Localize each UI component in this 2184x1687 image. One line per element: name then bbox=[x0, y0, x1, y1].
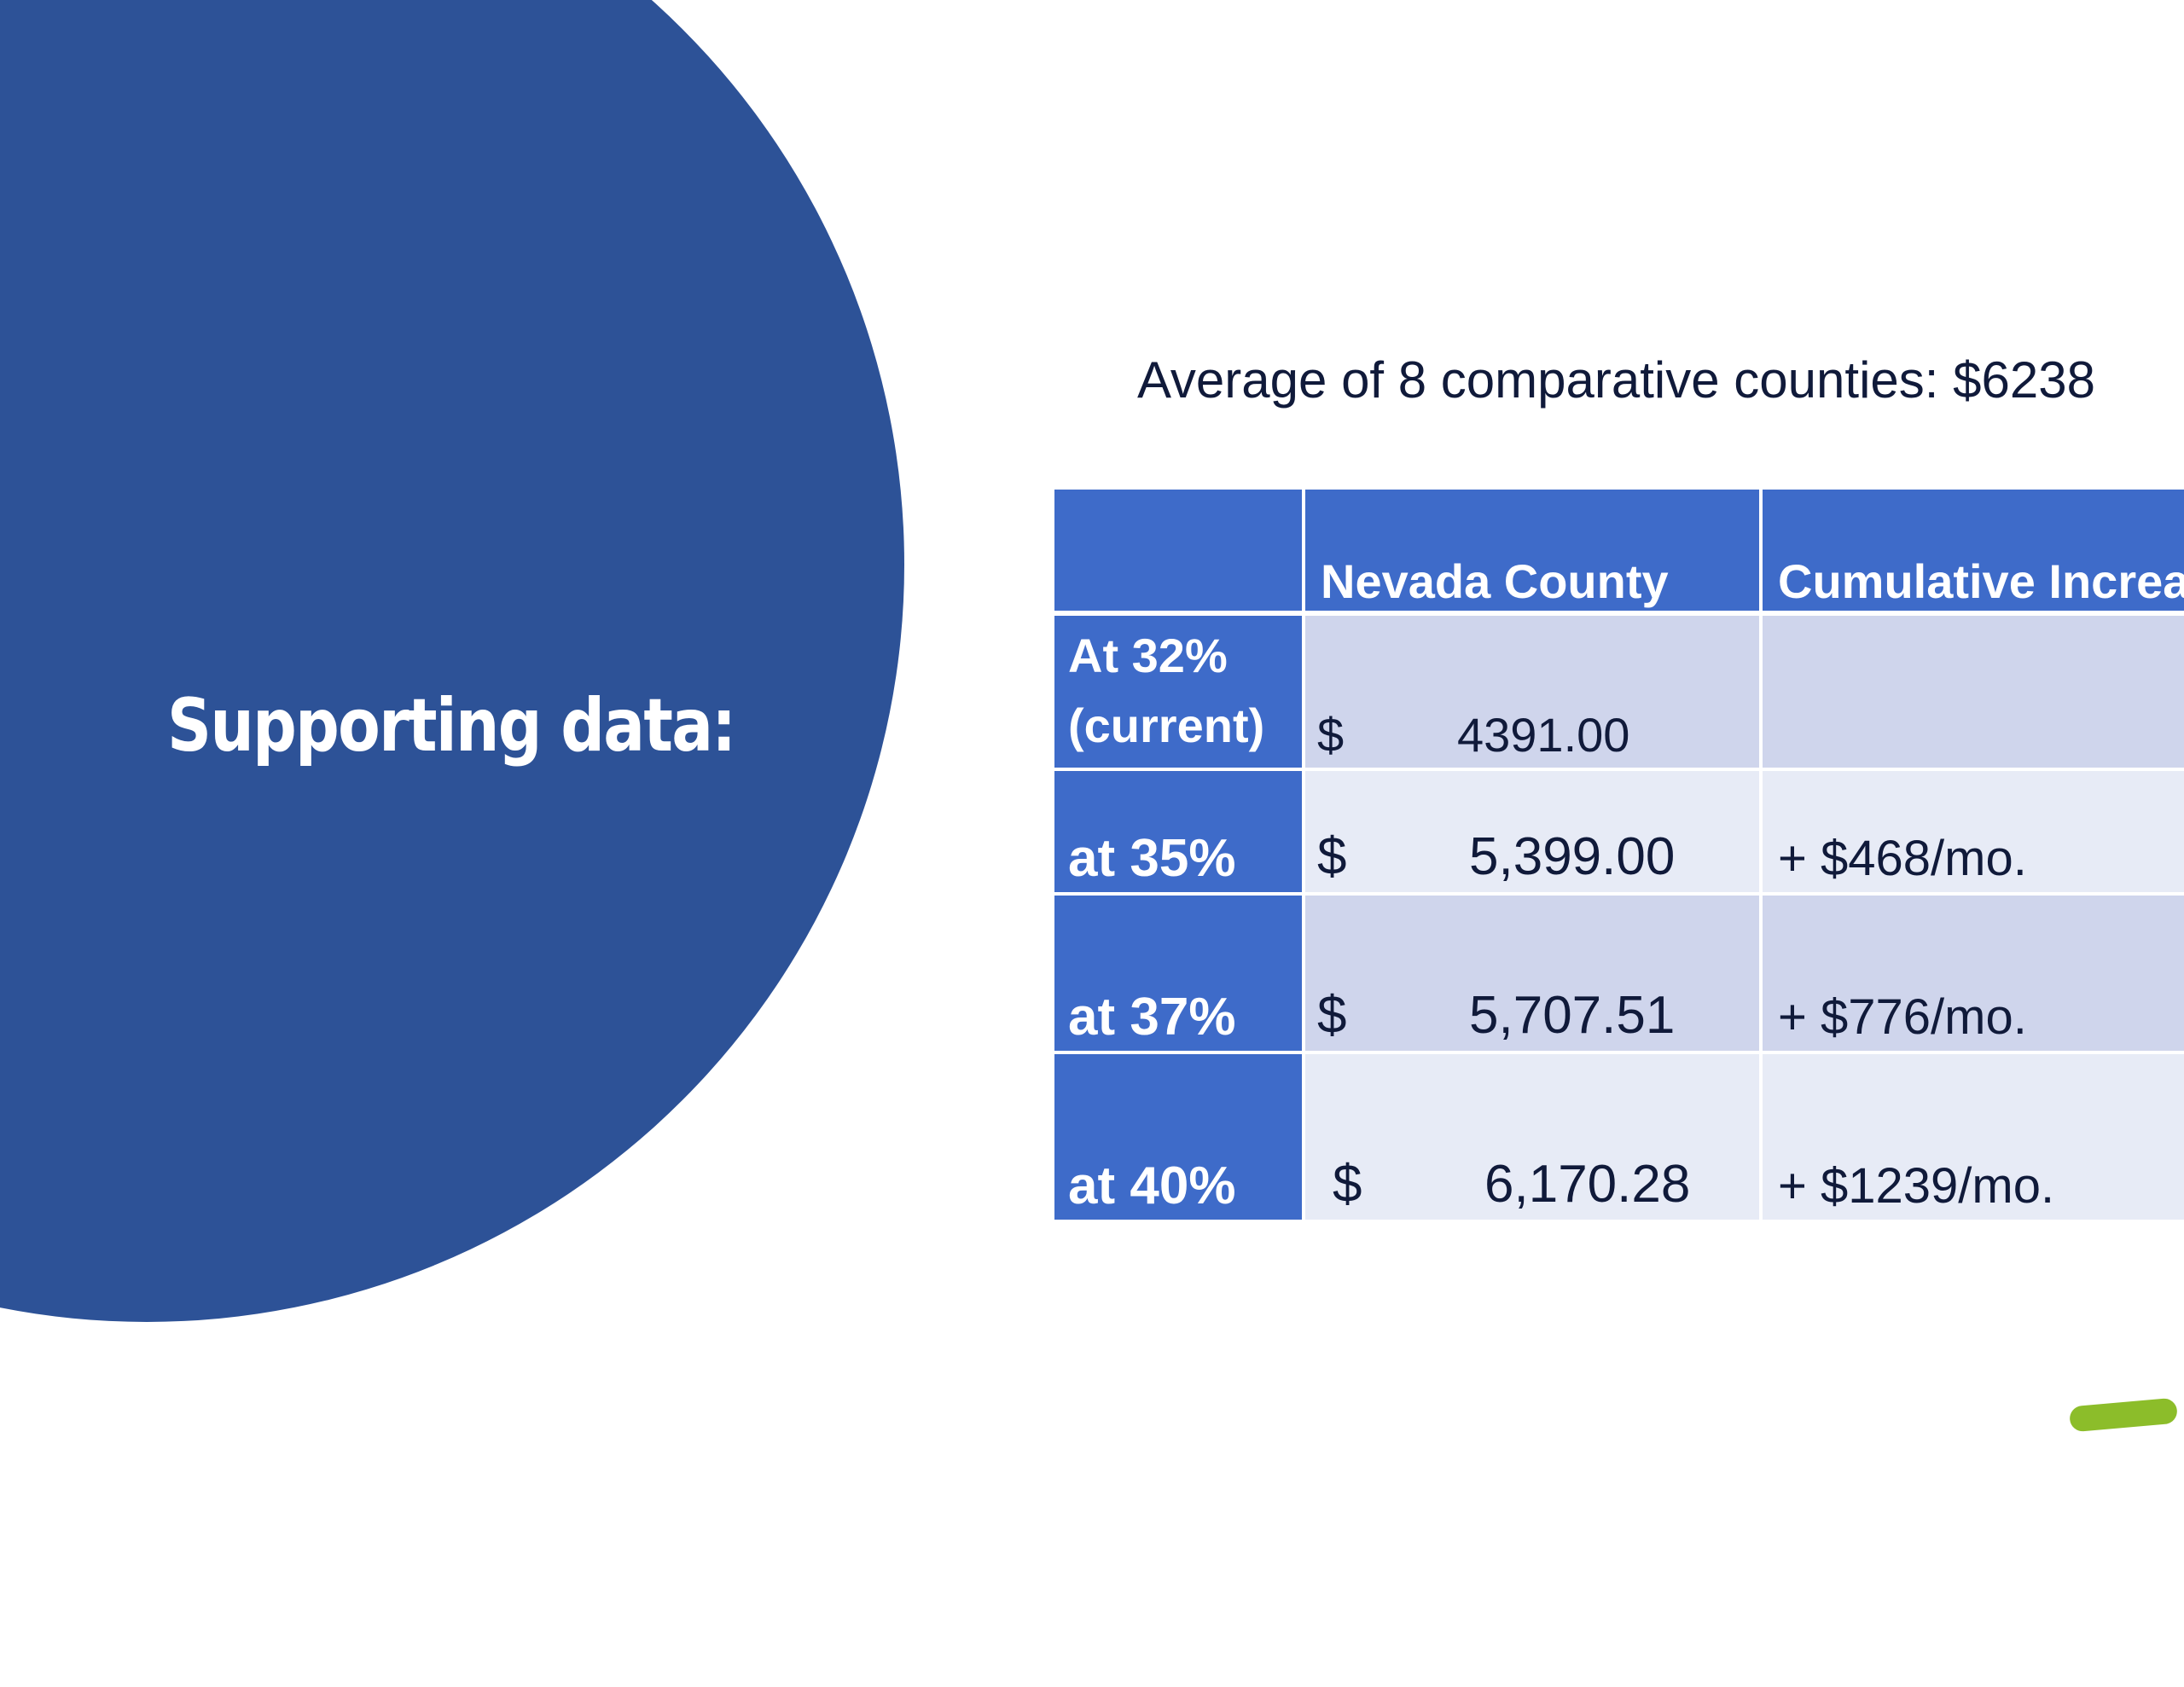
green-accent-stroke bbox=[2068, 1397, 2179, 1433]
row-label-current: At 32% (current) bbox=[1068, 621, 1264, 761]
amount-value: 6,170.28 bbox=[1484, 1155, 1691, 1214]
table-row-label: at 35% bbox=[1054, 771, 1302, 892]
dollar-sign: $ bbox=[1333, 1155, 1362, 1214]
row-label-line1: At 32% bbox=[1068, 629, 1228, 682]
table-row-label: at 40% bbox=[1054, 1054, 1302, 1220]
table-cell-increase: + $776/mo. bbox=[1763, 896, 2184, 1051]
amount-value: 5,707.51 bbox=[1469, 986, 1676, 1045]
amount-value: 5,399.00 bbox=[1469, 827, 1676, 886]
table-cell-nevada: $ 6,170.28 bbox=[1305, 1054, 1759, 1220]
decorative-circle-container bbox=[0, 0, 906, 1489]
table-cell-increase bbox=[1763, 616, 2184, 768]
amount-value: 4391.00 bbox=[1457, 708, 1630, 762]
header-nevada-label: Nevada County bbox=[1321, 554, 1669, 608]
row-label-text: at 35% bbox=[1068, 829, 1236, 888]
data-table: Nevada County Cumulative Increa At 32% (… bbox=[1054, 490, 2184, 1220]
dollar-sign: $ bbox=[1317, 827, 1347, 886]
table-row-label: at 37% bbox=[1054, 896, 1302, 1051]
table-cell-nevada: $ 5,707.51 bbox=[1305, 896, 1759, 1051]
table-header-nevada: Nevada County bbox=[1305, 490, 1759, 611]
row-label-text: at 40% bbox=[1068, 1157, 1236, 1215]
table-header-empty bbox=[1054, 490, 1302, 611]
table-row-label: At 32% (current) bbox=[1054, 616, 1302, 768]
slide-title: Supporting data: bbox=[167, 683, 736, 768]
average-caption: Average of 8 comparative counties: $6238 bbox=[1137, 351, 2095, 409]
header-increase-label: Cumulative Increa bbox=[1778, 554, 2184, 608]
decorative-blue-circle bbox=[0, 0, 904, 1322]
table-cell-nevada: $ 4391.00 bbox=[1305, 616, 1759, 768]
increase-value: + $1239/mo. bbox=[1778, 1158, 2055, 1214]
row-label-text: at 37% bbox=[1068, 988, 1236, 1046]
table-cell-increase: + $468/mo. bbox=[1763, 771, 2184, 892]
increase-value: + $468/mo. bbox=[1778, 831, 2027, 886]
table-header-increase: Cumulative Increa bbox=[1763, 490, 2184, 611]
table-cell-nevada: $ 5,399.00 bbox=[1305, 771, 1759, 892]
dollar-sign: $ bbox=[1317, 986, 1347, 1045]
increase-value: + $776/mo. bbox=[1778, 989, 2027, 1045]
dollar-sign: $ bbox=[1317, 708, 1345, 762]
table-cell-increase: + $1239/mo. bbox=[1763, 1054, 2184, 1220]
row-label-line2: (current) bbox=[1068, 699, 1265, 752]
